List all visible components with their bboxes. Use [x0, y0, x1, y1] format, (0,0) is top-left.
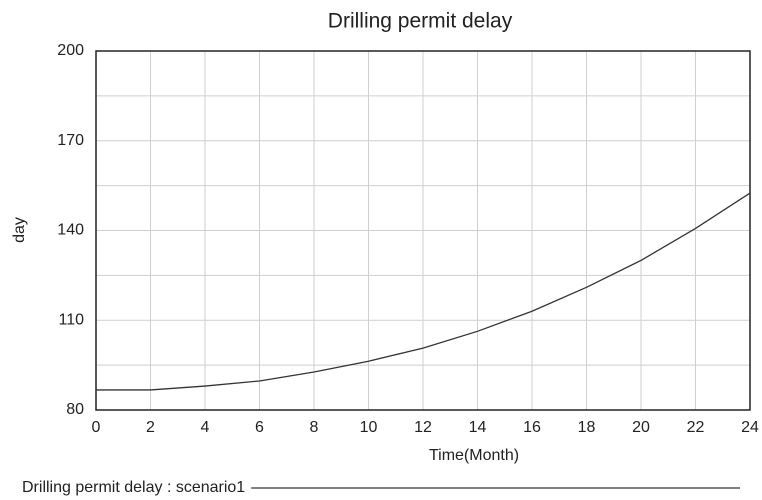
x-tick-label: 18 — [578, 419, 596, 436]
x-tick-label: 10 — [360, 419, 378, 436]
x-tick-label: 22 — [687, 419, 705, 436]
y-tick-label: 200 — [57, 42, 84, 59]
y-tick-label: 140 — [57, 222, 84, 239]
x-axis-label: Time(Month) — [429, 447, 519, 464]
y-axis-label: day — [11, 217, 28, 243]
y-tick-label: 170 — [57, 132, 84, 149]
x-tick-label: 6 — [255, 419, 264, 436]
x-tick-label: 24 — [741, 419, 759, 436]
y-tick-label: 110 — [58, 311, 84, 328]
legend-label: Drilling permit delay : scenario1 — [22, 479, 245, 496]
x-tick-label: 8 — [310, 419, 319, 436]
plot-frame — [95, 50, 751, 411]
x-tick-label: 0 — [92, 419, 101, 436]
x-tick-label: 12 — [414, 419, 432, 436]
x-tick-label: 4 — [201, 419, 210, 436]
chart-title: Drilling permit delay — [328, 10, 513, 33]
x-tick-label: 16 — [523, 419, 541, 436]
data-line — [96, 192, 751, 391]
y-tick-label: 80 — [66, 401, 84, 418]
x-tick-label: 2 — [146, 419, 155, 436]
x-tick-label: 14 — [469, 419, 487, 436]
x-tick-label: 20 — [632, 419, 650, 436]
